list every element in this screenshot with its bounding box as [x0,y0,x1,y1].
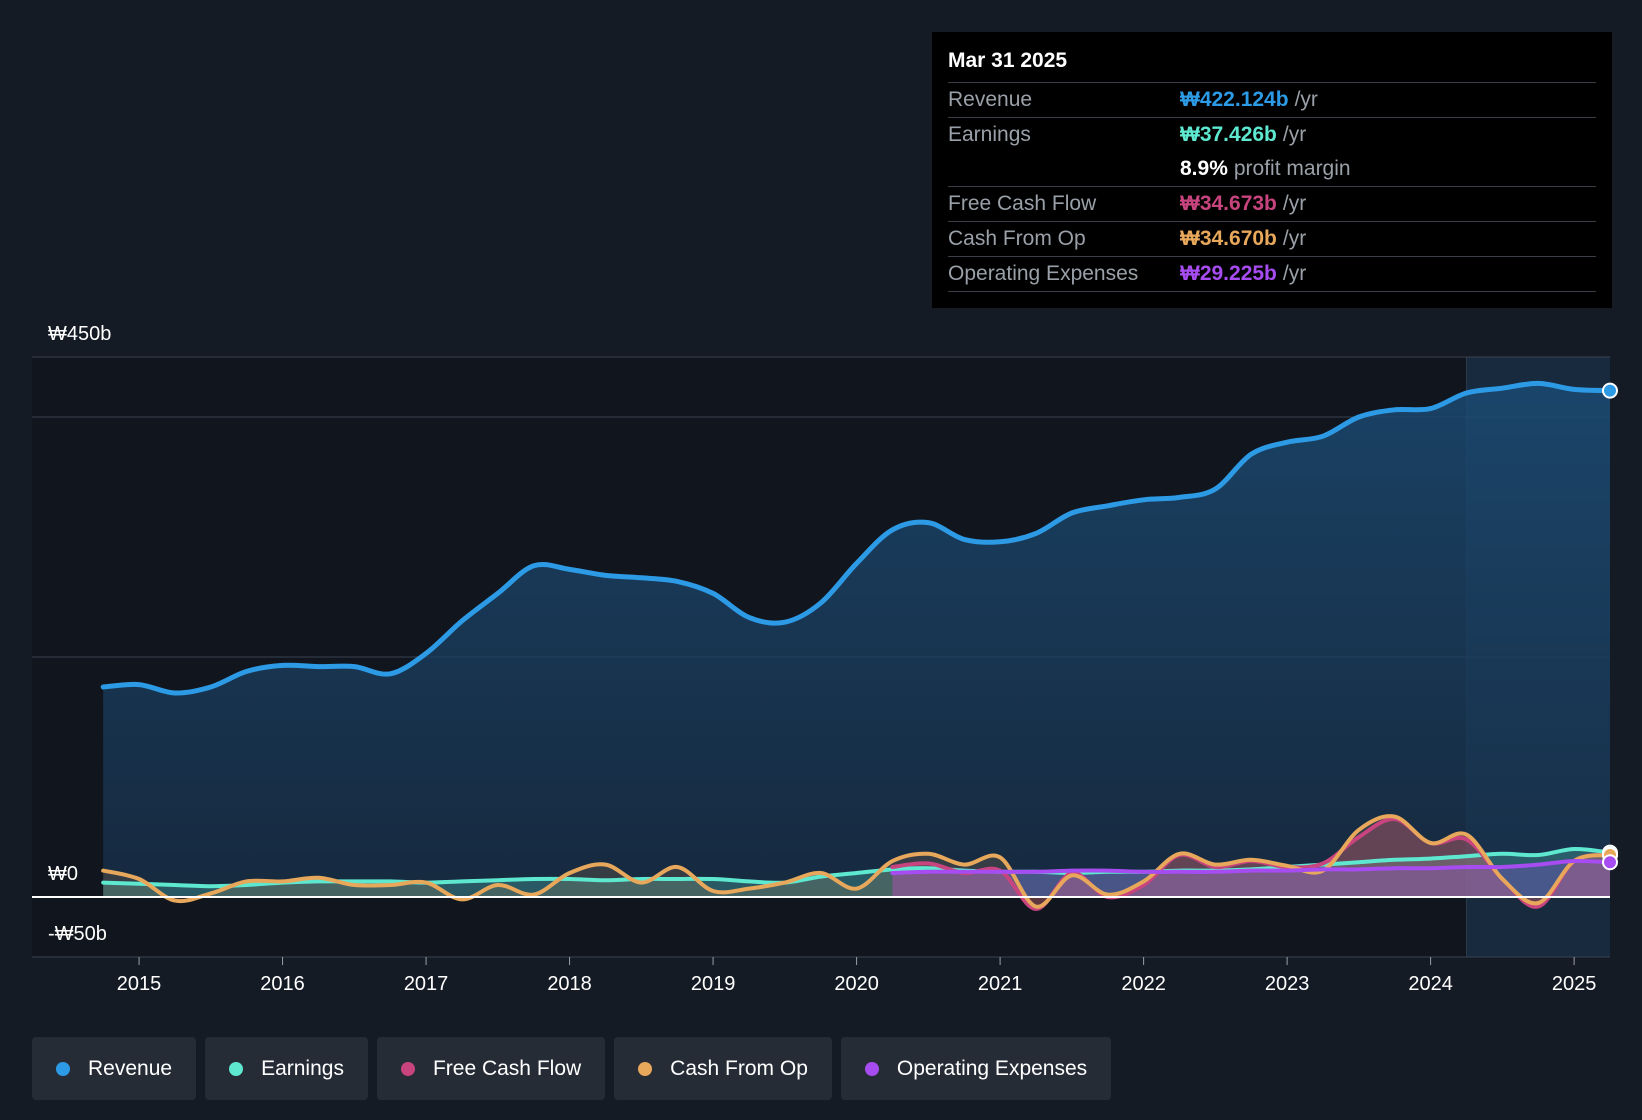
tooltip-label: Operating Expenses [948,262,1139,285]
tooltip-unit: /yr [1294,88,1318,111]
chart: 2015 2016 2017 2018 2019 2020 2021 2022 2023 2024… [32,323,1618,995]
tooltip-row-revenue: Revenue ₩422.124b /yr [948,82,1596,117]
tooltip-value: ₩29.225b [1180,262,1277,285]
revenue-end-point [1602,382,1618,399]
x-tick-label: 2021 [978,973,1023,995]
free-cash-flow-dot-icon [400,1061,415,1076]
tooltip-row-free-cash-flow: Free Cash Flow ₩34.673b /yr [948,186,1596,221]
x-tick-label: 2018 [547,973,592,995]
tooltip-row-operating-expenses: Operating Expenses ₩29.225b /yr [948,256,1596,291]
free-cash-flow-area [892,818,1610,910]
tooltip-date: Mar 31 2025 [948,49,1068,72]
legend-label: Earnings [261,1056,344,1080]
legend-item-earnings[interactable]: Earnings [205,1037,368,1100]
x-tick-label: 2023 [1265,973,1310,995]
tooltip-value: ₩37.426b [1180,123,1277,146]
tooltip-label: Free Cash Flow [948,192,1097,215]
legend-label: Free Cash Flow [432,1056,582,1080]
tooltip-unit: /yr [1282,262,1307,285]
tooltip-unit: /yr [1282,123,1307,146]
tooltip-unit: profit margin [1233,157,1351,180]
tooltip-value: ₩422.124b [1180,88,1289,111]
legend-item-cash-from-op[interactable]: Cash From Op [614,1037,832,1100]
x-tick-label: 2015 [117,973,162,995]
legend-label: Cash From Op [670,1056,808,1080]
y-tick-label-top: ₩450b [48,323,111,345]
tooltip-value: 8.9% [1180,157,1228,180]
x-tick-label: 2024 [1408,973,1453,995]
operating-expenses-end-point [1602,854,1618,871]
legend-label: Revenue [88,1056,173,1080]
revenue-area [103,383,1611,897]
operating-expenses-dot-icon [864,1061,879,1076]
revenue-dot-icon [56,1061,70,1076]
tooltip-unit: /yr [1282,192,1307,215]
tooltip-panel: Mar 31 2025 Revenue ₩422.124b /yr Earnin… [932,32,1612,308]
operating-expenses-line [890,858,1612,875]
y-tick-label-zero: ₩0 [48,863,78,885]
tooltip-divider [948,291,1596,292]
legend-label: Operating Expenses [896,1056,1088,1080]
earnings-area [103,848,1611,897]
cash-from-op-line [101,814,1612,909]
tooltip-label: Revenue [948,88,1033,111]
y-tick-label-bottom: -₩50b [48,923,107,945]
x-tick-label: 2016 [260,973,305,995]
legend-item-revenue[interactable]: Revenue [32,1037,197,1100]
legend: Revenue Earnings Free Cash Flow Cash Fro… [32,1037,1112,1100]
tooltip-row-cash-from-op: Cash From Op ₩34.670b /yr [948,221,1596,256]
x-tick-label: 2020 [834,973,879,995]
revenue-line [100,380,1613,696]
legend-item-operating-expenses[interactable]: Operating Expenses [840,1037,1112,1100]
tooltip-label: Earnings [948,123,1031,146]
x-tick-label: 2019 [691,973,736,995]
tooltip-row-profit-margin: 8.9% profit margin [948,152,1596,186]
earnings-line [101,846,1612,889]
legend-item-free-cash-flow[interactable]: Free Cash Flow [376,1037,606,1100]
cash-from-op-dot-icon [638,1061,653,1076]
tooltip-value: ₩34.670b [1180,227,1277,250]
tooltip-unit: /yr [1282,227,1307,250]
x-tick-label: 2025 [1552,973,1597,995]
tooltip-label: Cash From Op [948,227,1086,250]
tooltip-value: ₩34.673b [1180,192,1277,215]
tooltip-row-earnings: Earnings ₩37.426b /yr [948,117,1596,152]
earnings-dot-icon [229,1061,244,1076]
x-tick-label: 2022 [1121,973,1166,995]
x-tick-label: 2017 [404,973,449,995]
cash-from-op-area [103,816,1611,907]
